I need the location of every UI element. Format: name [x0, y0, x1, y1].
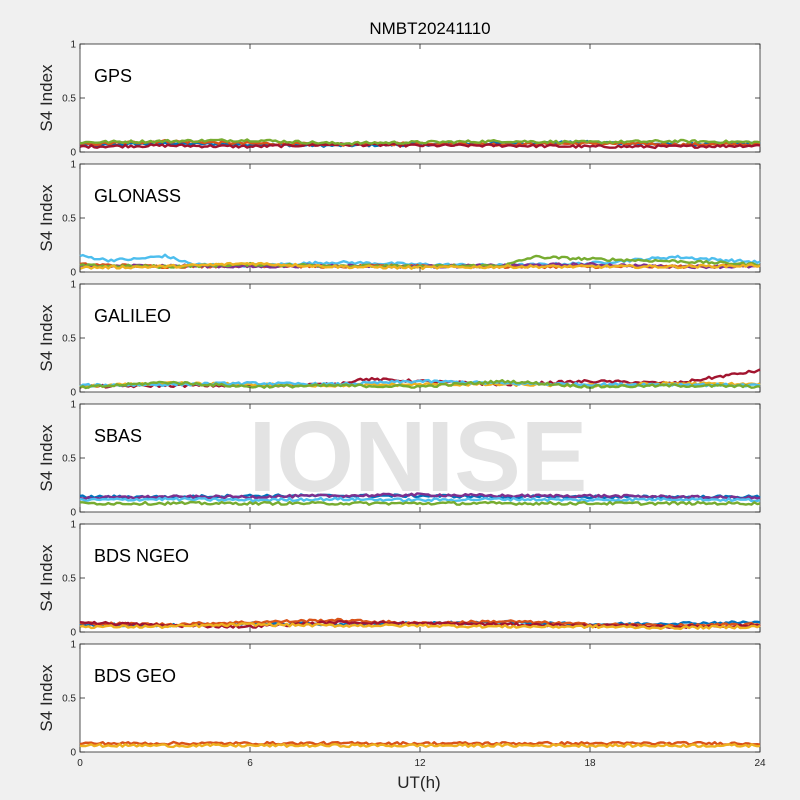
series-line [79, 379, 760, 390]
watermark: IONISE [249, 401, 588, 513]
y-tick-label: 0.5 [62, 694, 76, 705]
plot-area [79, 643, 761, 753]
y-tick-label: 0 [70, 388, 76, 399]
panel-title: GLONASS [94, 186, 181, 206]
series-line [79, 743, 761, 749]
x-tick-label: 12 [414, 758, 426, 769]
y-tick-label: 1 [70, 40, 76, 51]
panel-galileo: 0 0.5 1 S4 Index GALILEO [37, 280, 761, 399]
x-axis-label: UT(h) [397, 773, 440, 792]
y-tick-label: 0.5 [62, 214, 76, 225]
panels-group: 0 0.5 1 S4 Index GPS 0 0.5 1 S4 Index GLONASS 0 0.5… [37, 40, 766, 770]
y-axis-label: S4 Index [37, 184, 56, 252]
y-tick-label: 0 [70, 628, 76, 639]
x-tick-label: 18 [584, 758, 596, 769]
panel-title: GALILEO [94, 306, 171, 326]
plot-area [79, 283, 761, 393]
panel-bds-geo: 0 0.5 1 0 6 12 18 24 S4 Index BDS GEO [37, 640, 766, 770]
y-tick-label: 0.5 [62, 454, 76, 465]
series-line [79, 138, 761, 146]
series-line [79, 492, 761, 501]
panel-glonass: 0 0.5 1 S4 Index GLONASS [37, 160, 761, 279]
series-line [79, 496, 761, 503]
figure-title: NMBT20241110 [369, 19, 490, 38]
y-tick-label: 0 [70, 268, 76, 279]
series-line [79, 142, 761, 150]
y-axis-label: S4 Index [37, 424, 56, 492]
panel-sbas: 0 0.5 1 S4 Index SBAS [37, 400, 761, 519]
series-line [79, 622, 761, 631]
panel-gps: 0 0.5 1 S4 Index GPS [37, 40, 761, 159]
y-tick-label: 0.5 [62, 94, 76, 105]
series-line [80, 500, 761, 506]
y-tick-label: 0 [70, 148, 76, 159]
plot-area [79, 523, 761, 633]
panel-title: BDS NGEO [94, 546, 189, 566]
y-tick-label: 0 [70, 748, 76, 759]
y-tick-label: 1 [70, 280, 76, 291]
panel-title: BDS GEO [94, 666, 176, 686]
panel-title: SBAS [94, 426, 142, 446]
y-tick-label: 1 [70, 640, 76, 651]
panel-bds-ngeo: 0 0.5 1 S4 Index BDS NGEO [37, 520, 761, 639]
y-axis-label: S4 Index [37, 544, 56, 612]
y-tick-label: 1 [70, 520, 76, 531]
x-tick-label: 6 [247, 758, 253, 769]
y-tick-label: 1 [70, 160, 76, 171]
y-axis-label: S4 Index [37, 64, 56, 132]
y-tick-label: 0.5 [62, 334, 76, 345]
y-tick-label: 0.5 [62, 574, 76, 585]
plot-area [79, 163, 761, 273]
y-tick-label: 0 [70, 508, 76, 519]
x-tick-label: 24 [754, 758, 766, 769]
panel-title: GPS [94, 66, 132, 86]
y-tick-label: 1 [70, 400, 76, 411]
x-tick-label: 0 [77, 758, 83, 769]
y-axis-label: S4 Index [37, 664, 56, 732]
series-line [79, 261, 761, 271]
plot-area [79, 43, 761, 153]
y-axis-label: S4 Index [37, 304, 56, 372]
